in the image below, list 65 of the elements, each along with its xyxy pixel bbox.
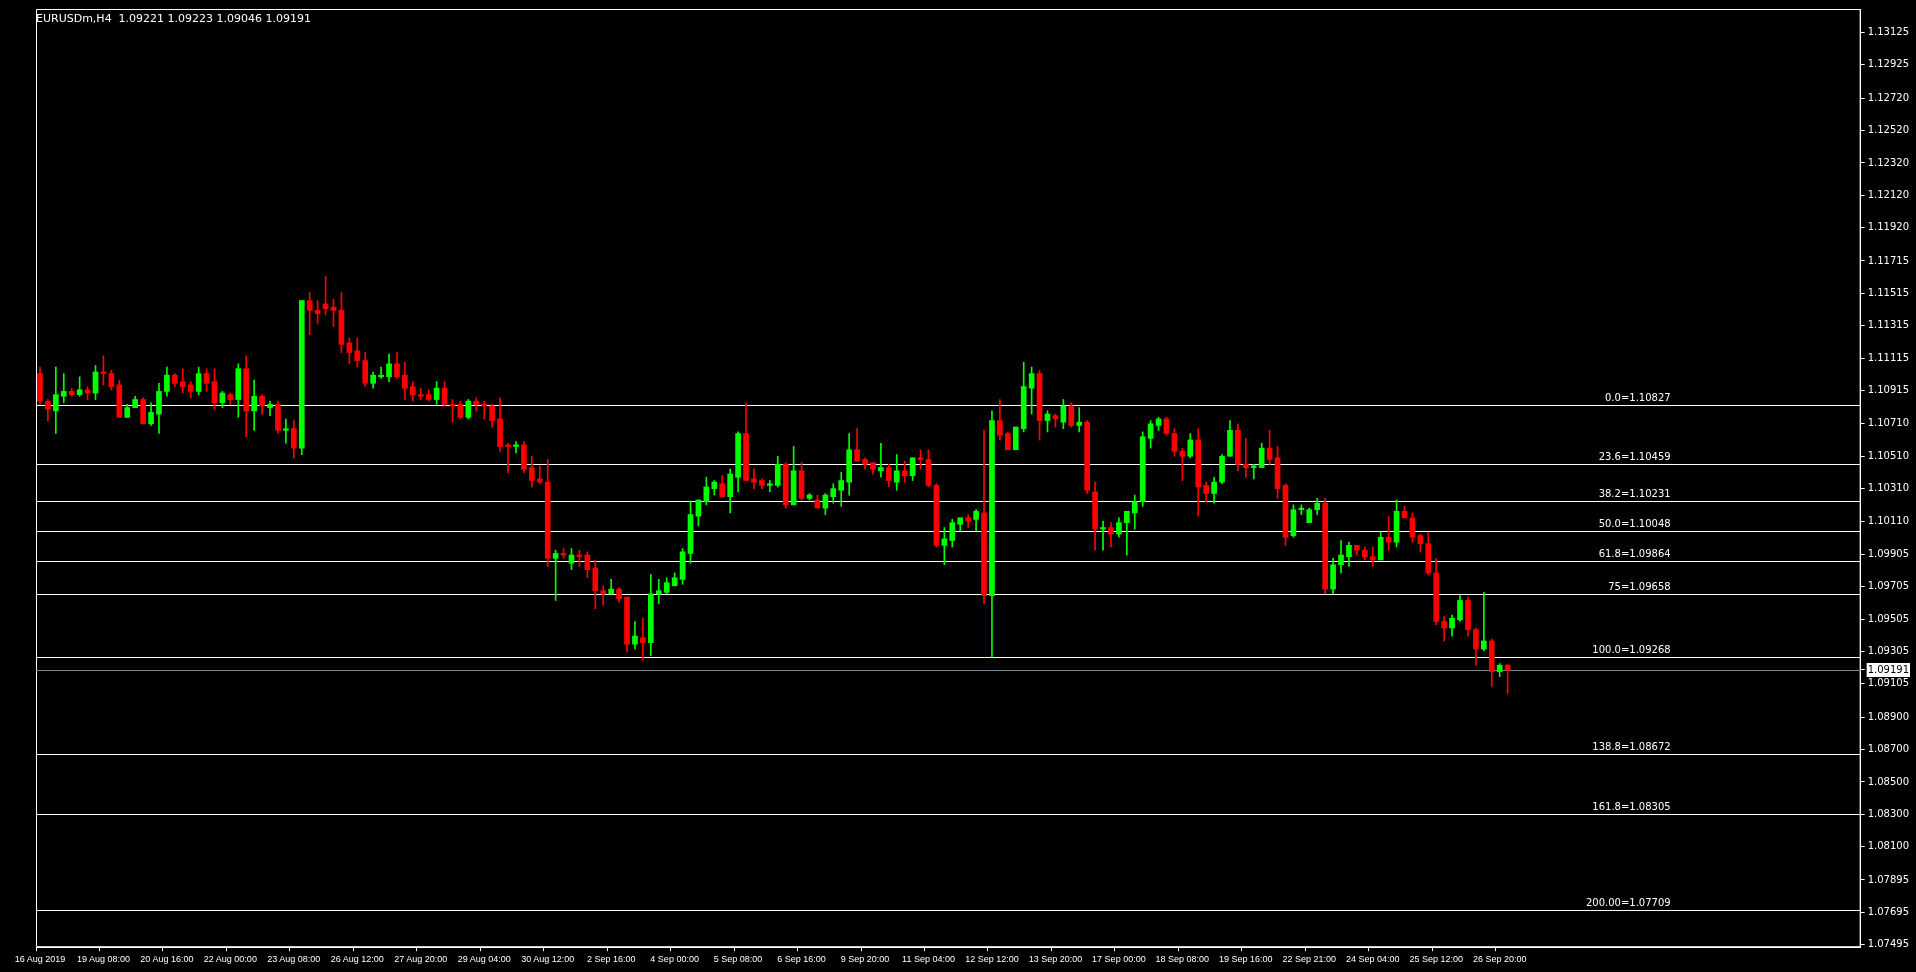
y-tick-label: 1.09905 bbox=[1867, 547, 1910, 559]
ref-line-label: 50.0=1.10048 bbox=[1598, 518, 1671, 530]
x-tick-label: 5 Sep 08:00 bbox=[713, 954, 763, 965]
x-tick-label: 11 Sep 04:00 bbox=[902, 954, 955, 965]
x-tick-label: 18 Sep 08:00 bbox=[1155, 954, 1210, 965]
y-tick-label: 1.11715 bbox=[1867, 254, 1910, 266]
y-tick-label: 1.13125 bbox=[1867, 26, 1910, 38]
x-tick-label: 25 Sep 12:00 bbox=[1409, 954, 1463, 965]
y-tick-label: 1.10915 bbox=[1867, 384, 1910, 396]
x-tick-label: 24 Sep 04:00 bbox=[1345, 954, 1400, 965]
x-tick-label: 22 Aug 00:00 bbox=[203, 954, 257, 965]
y-tick-label: 1.10710 bbox=[1867, 417, 1910, 429]
x-tick-label: 9 Sep 20:00 bbox=[840, 954, 890, 965]
ref-line-label: 75=1.09658 bbox=[1608, 581, 1671, 593]
y-tick-label: 1.07695 bbox=[1867, 905, 1910, 917]
y-tick-label: 1.08300 bbox=[1867, 807, 1910, 819]
chart-title: EURUSDm,H4 1.09221 1.09223 1.09046 1.09191 bbox=[36, 12, 312, 25]
y-tick-label: 1.11515 bbox=[1867, 286, 1910, 298]
ref-line-label: 200.00=1.07709 bbox=[1585, 897, 1671, 909]
y-tick-label: 1.12925 bbox=[1867, 58, 1910, 70]
y-tick-label: 1.08700 bbox=[1867, 743, 1910, 755]
y-tick-label: 1.07495 bbox=[1867, 938, 1910, 950]
y-tick-label: 1.08500 bbox=[1867, 775, 1910, 787]
x-tick-label: 22 Sep 21:00 bbox=[1282, 954, 1337, 965]
x-tick-label: 26 Sep 20:00 bbox=[1472, 954, 1527, 965]
ref-line-label: 100.0=1.09268 bbox=[1592, 644, 1671, 656]
ref-line-label: 0.0=1.10827 bbox=[1605, 392, 1671, 404]
y-tick-label: 1.11920 bbox=[1867, 221, 1910, 233]
x-tick-label: 16 Aug 2019 bbox=[14, 954, 66, 965]
ref-line-label: 138.8=1.08672 bbox=[1592, 741, 1671, 753]
x-tick-label: 12 Sep 12:00 bbox=[965, 954, 1019, 965]
y-tick-label: 1.12720 bbox=[1867, 91, 1910, 103]
ref-line-label: 23.6=1.10459 bbox=[1598, 451, 1671, 463]
y-tick-label: 1.12320 bbox=[1867, 156, 1910, 168]
x-tick-label: 23 Aug 08:00 bbox=[267, 954, 321, 965]
y-tick-label: 1.10510 bbox=[1867, 449, 1910, 461]
x-tick-label: 20 Aug 16:00 bbox=[140, 954, 194, 965]
y-tick-label: 1.12520 bbox=[1867, 124, 1910, 136]
x-tick-label: 2 Sep 16:00 bbox=[586, 954, 636, 965]
y-tick-label: 1.09705 bbox=[1867, 580, 1910, 592]
y-tick-label: 1.09505 bbox=[1867, 612, 1910, 624]
ref-line-label: 161.8=1.08305 bbox=[1592, 801, 1671, 813]
y-tick-label: 1.11115 bbox=[1867, 351, 1910, 363]
y-tick-label: 1.07895 bbox=[1867, 873, 1910, 885]
x-tick-label: 30 Aug 12:00 bbox=[521, 954, 575, 965]
x-tick-label: 27 Aug 20:00 bbox=[394, 954, 448, 965]
ref-line-label: 61.8=1.09864 bbox=[1598, 548, 1671, 560]
x-tick-label: 19 Sep 16:00 bbox=[1219, 954, 1273, 965]
y-tick-label: 1.09305 bbox=[1867, 645, 1910, 657]
x-tick-label: 29 Aug 04:00 bbox=[457, 954, 511, 965]
x-tick-label: 6 Sep 16:00 bbox=[777, 954, 826, 965]
x-tick-label: 4 Sep 00:00 bbox=[650, 954, 699, 965]
y-tick-label: 1.09191 bbox=[1867, 663, 1910, 675]
y-tick-label: 1.10110 bbox=[1867, 514, 1910, 526]
y-tick-label: 1.10310 bbox=[1867, 482, 1910, 494]
x-tick-label: 17 Sep 00:00 bbox=[1092, 954, 1146, 965]
y-tick-label: 1.08900 bbox=[1867, 710, 1910, 722]
x-tick-label: 19 Aug 08:00 bbox=[76, 954, 130, 965]
ref-line-label: 38.2=1.10231 bbox=[1598, 488, 1671, 500]
x-tick-label: 26 Aug 12:00 bbox=[330, 954, 384, 965]
y-tick-label: 1.12120 bbox=[1867, 188, 1910, 200]
y-tick-label: 1.09105 bbox=[1867, 677, 1910, 689]
y-tick-label: 1.08100 bbox=[1867, 840, 1910, 852]
y-tick-label: 1.11315 bbox=[1867, 319, 1910, 331]
x-tick-label: 13 Sep 20:00 bbox=[1028, 954, 1083, 965]
